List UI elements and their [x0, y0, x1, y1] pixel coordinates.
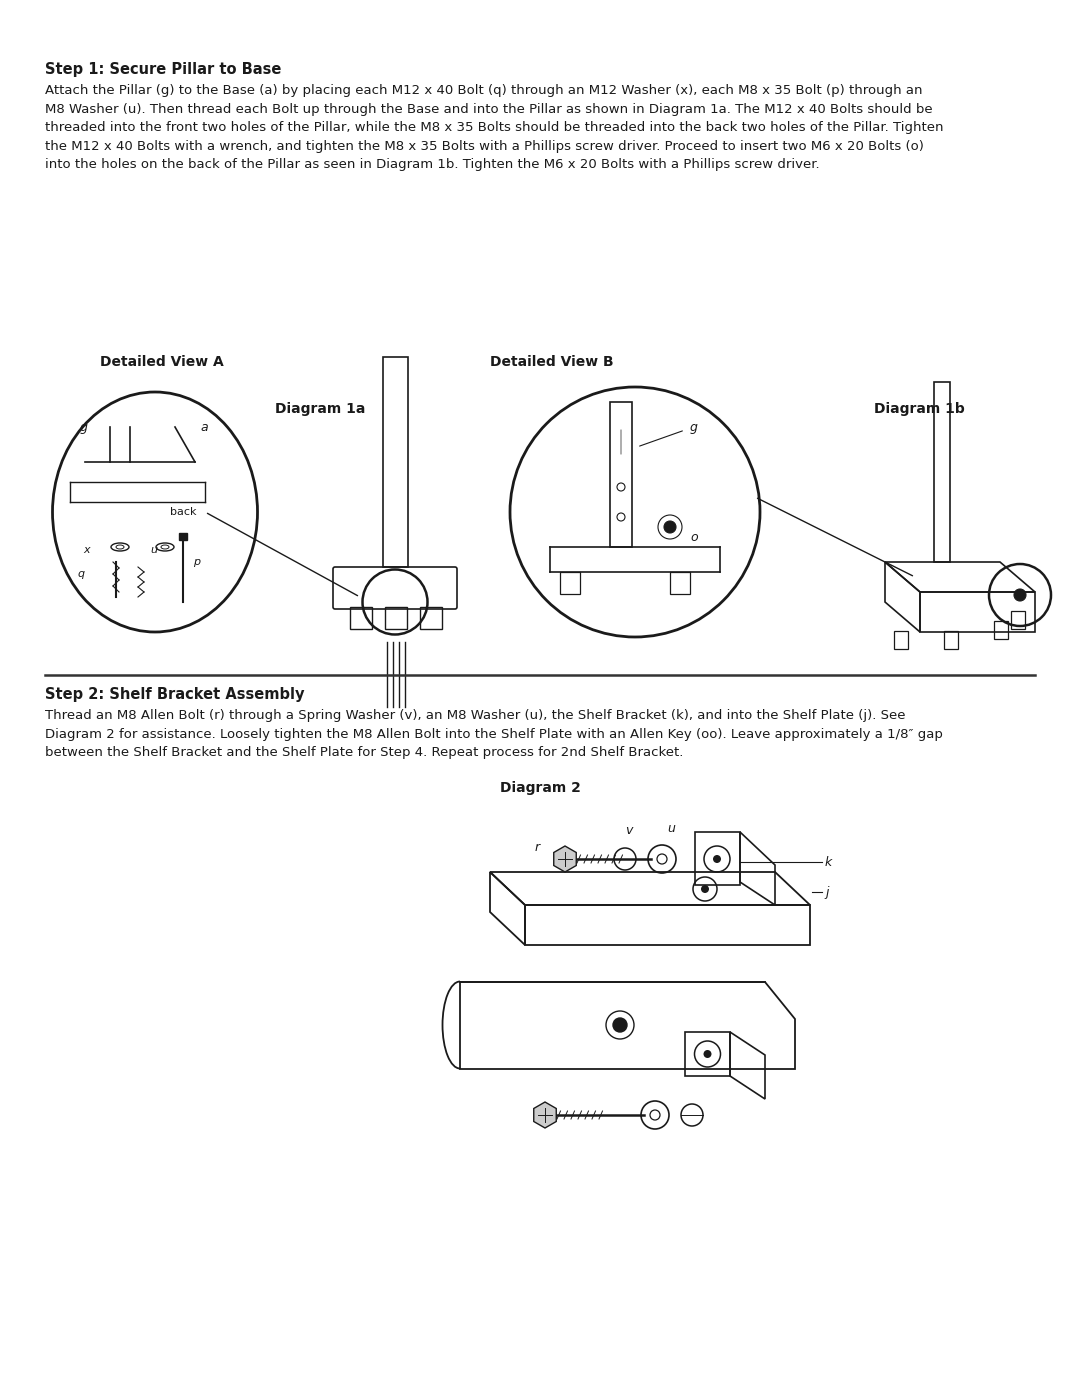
Bar — [934, 381, 950, 562]
Bar — [994, 622, 1008, 638]
Text: q: q — [77, 569, 84, 578]
Text: v: v — [625, 824, 633, 837]
Text: Detailed View A: Detailed View A — [100, 355, 224, 369]
Bar — [383, 358, 408, 567]
Text: back: back — [170, 507, 197, 517]
Polygon shape — [554, 847, 577, 872]
Text: Diagram 1b: Diagram 1b — [874, 402, 966, 416]
Text: Step 1: Secure Pillar to Base: Step 1: Secure Pillar to Base — [45, 61, 282, 77]
Text: g: g — [80, 420, 87, 433]
Circle shape — [617, 513, 625, 521]
Circle shape — [713, 855, 721, 863]
Bar — [350, 608, 372, 629]
Circle shape — [703, 1051, 712, 1058]
Text: Step 2: Shelf Bracket Assembly: Step 2: Shelf Bracket Assembly — [45, 687, 305, 703]
Bar — [944, 631, 958, 650]
Text: Diagram 2: Diagram 2 — [500, 781, 580, 795]
Text: u: u — [150, 545, 157, 555]
Text: o: o — [690, 531, 698, 543]
Bar — [561, 571, 580, 594]
Circle shape — [664, 521, 676, 534]
Text: k: k — [825, 855, 833, 869]
Bar — [179, 534, 187, 541]
Text: Thread an M8 Allen Bolt (r) through a Spring Washer (v), an M8 Washer (u), the S: Thread an M8 Allen Bolt (r) through a Sp… — [45, 710, 943, 759]
Circle shape — [613, 1018, 627, 1032]
Bar — [894, 631, 908, 650]
Bar — [1011, 610, 1025, 629]
Polygon shape — [534, 1102, 556, 1127]
Text: j: j — [825, 886, 828, 898]
Text: a: a — [200, 420, 207, 433]
Circle shape — [701, 886, 708, 893]
Text: Attach the Pillar (g) to the Base (a) by placing each M12 x 40 Bolt (q) through : Attach the Pillar (g) to the Base (a) by… — [45, 84, 944, 170]
Circle shape — [1014, 590, 1026, 601]
Text: r: r — [535, 841, 540, 854]
Text: g: g — [690, 420, 698, 433]
Circle shape — [617, 483, 625, 490]
Text: x: x — [83, 545, 90, 555]
Text: p: p — [193, 557, 200, 567]
Bar — [610, 402, 632, 548]
Bar — [420, 608, 442, 629]
Text: u: u — [667, 821, 675, 835]
Text: Detailed View B: Detailed View B — [490, 355, 613, 369]
Bar — [670, 571, 690, 594]
Bar — [384, 608, 407, 629]
Text: Diagram 1a: Diagram 1a — [275, 402, 365, 416]
